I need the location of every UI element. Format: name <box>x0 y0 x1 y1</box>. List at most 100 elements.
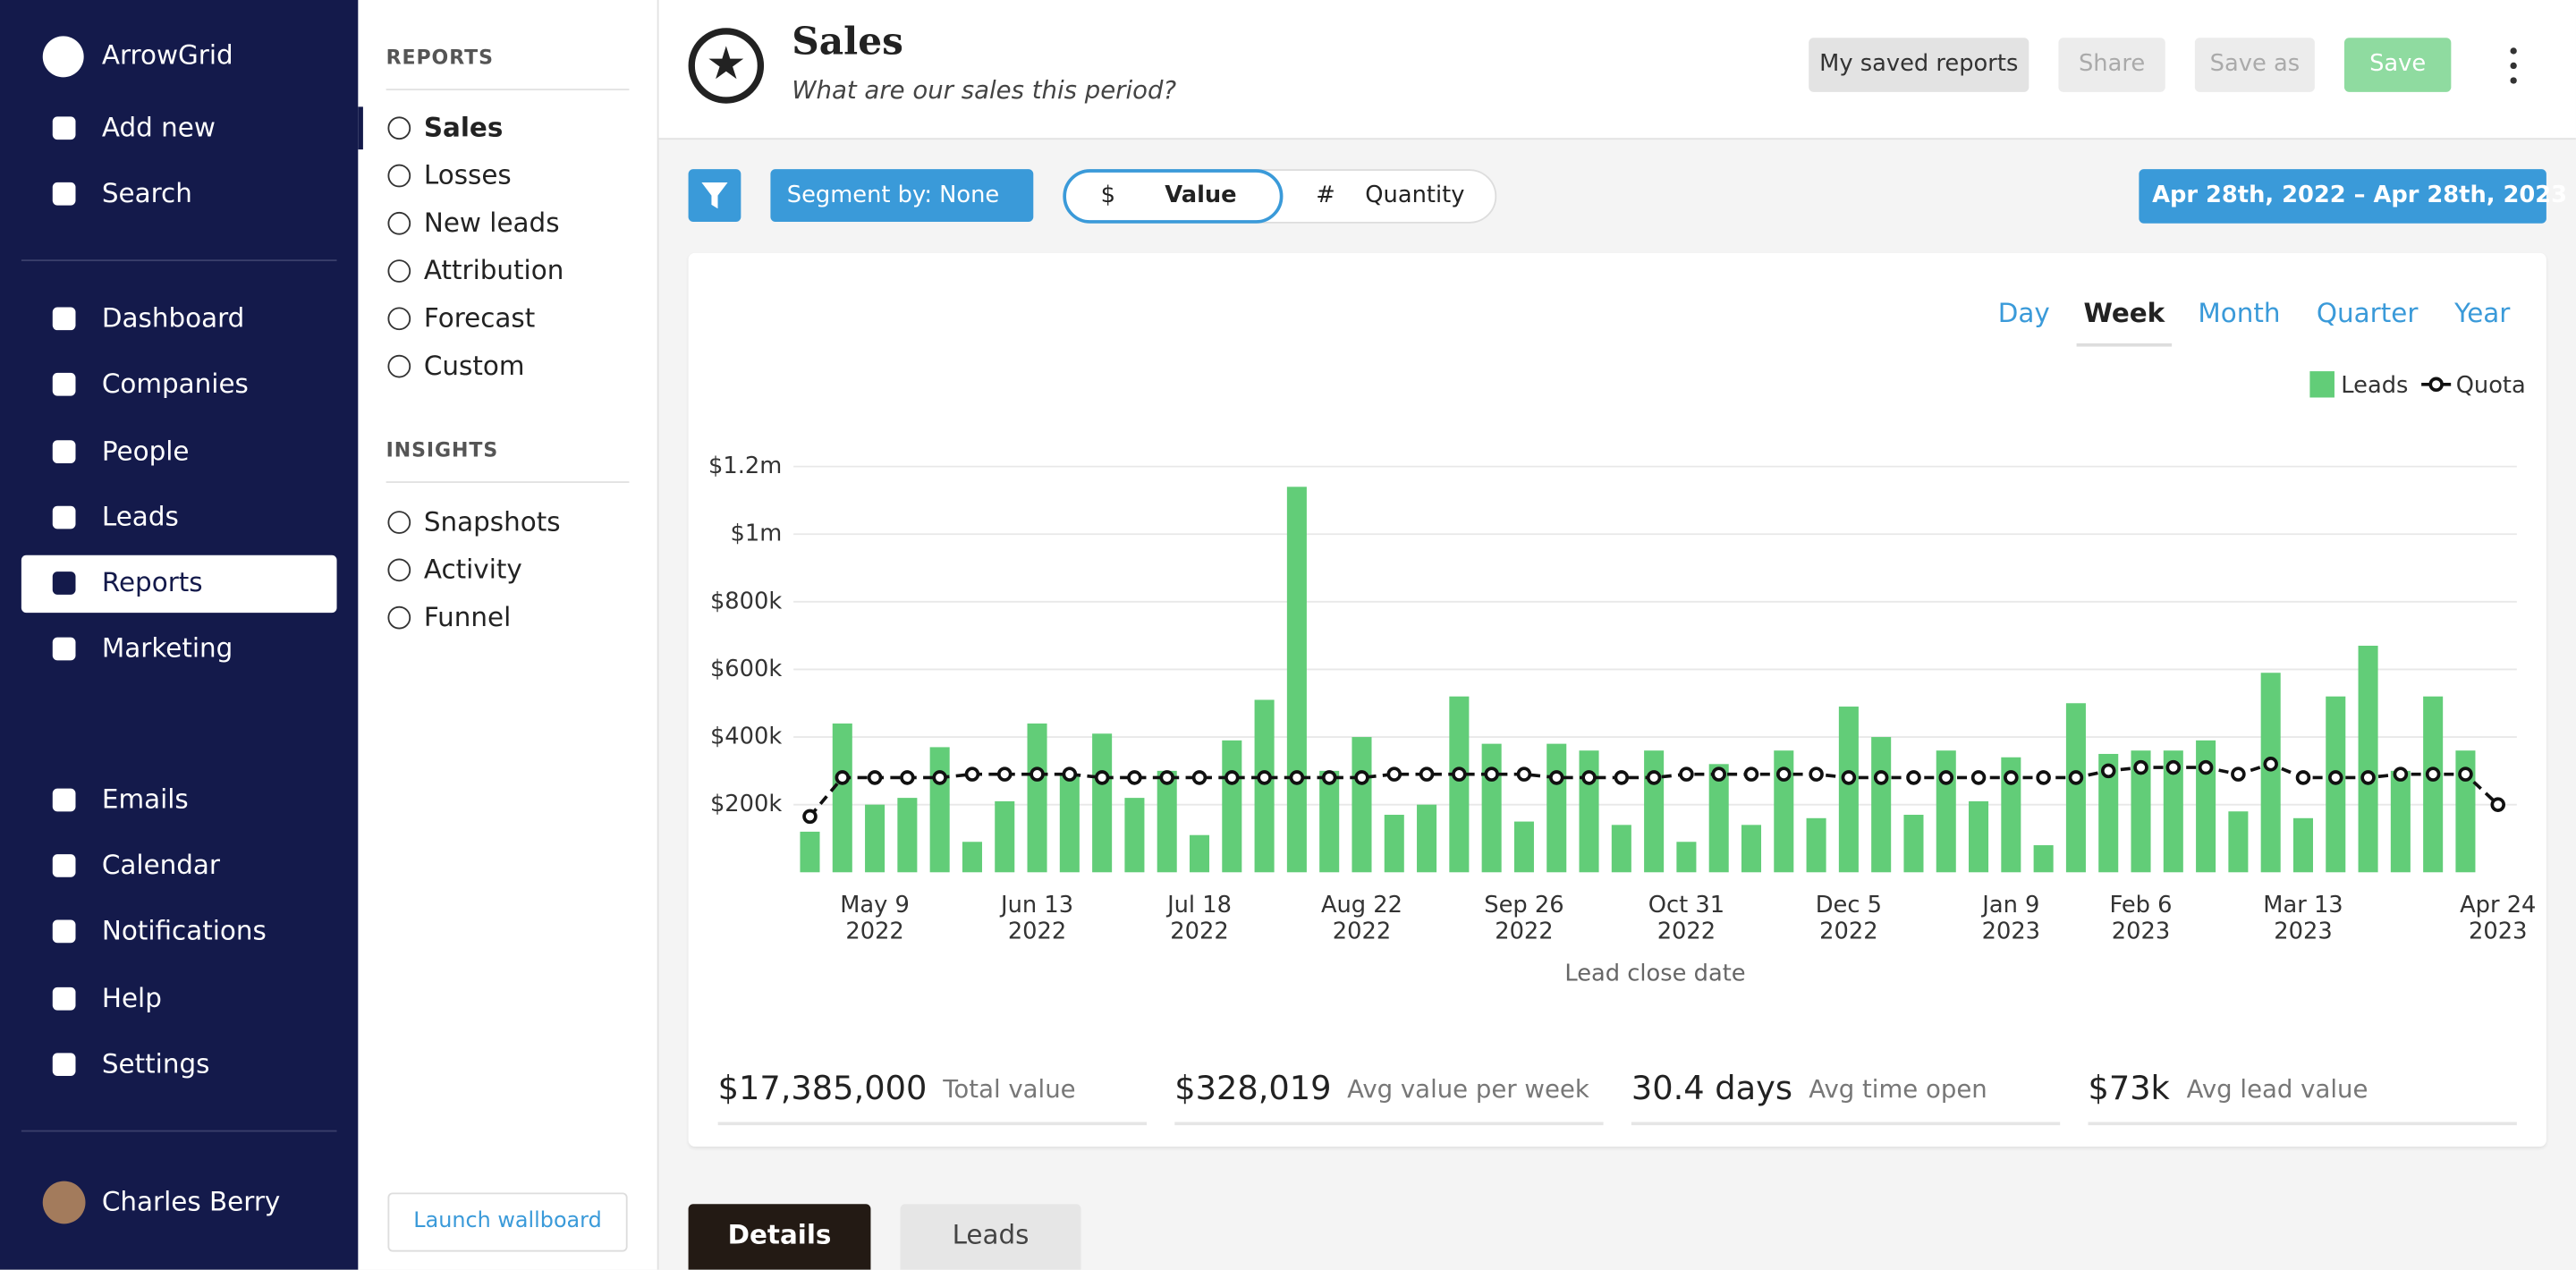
toggle-symbol[interactable]: # <box>1316 182 1335 209</box>
bar <box>1579 750 1599 873</box>
bar <box>1644 750 1665 873</box>
nav-item[interactable]: Add new <box>101 111 216 143</box>
bar <box>2455 750 2476 873</box>
quota-point <box>1938 770 1954 785</box>
x-axis-title: Lead close date <box>1564 961 1745 987</box>
quota-point <box>2133 759 2148 775</box>
nav-icon <box>52 854 76 877</box>
quota-point <box>2036 770 2051 785</box>
nav-item[interactable]: Dashboard <box>101 301 245 334</box>
tab[interactable]: Leads <box>900 1204 1081 1270</box>
nav-item[interactable]: Emails <box>101 783 189 816</box>
nav-icon <box>52 1053 76 1077</box>
nav-item[interactable]: Companies <box>101 368 249 400</box>
toggle-label[interactable]: Quantity <box>1365 182 1465 209</box>
date-range[interactable]: Apr 28th, 2022 – Apr 28th, 2023 <box>2139 169 2567 224</box>
bar <box>2033 845 2054 873</box>
period-tab[interactable]: Day <box>1997 297 2050 329</box>
period-tab[interactable]: Quarter <box>2316 297 2419 329</box>
bar <box>2131 750 2151 873</box>
subnav-item[interactable]: Sales <box>423 111 504 143</box>
period-tab[interactable]: Year <box>2454 297 2511 329</box>
y-tick-label: $400k <box>710 724 782 750</box>
subnav-item[interactable]: New leads <box>423 207 560 239</box>
nav-icon <box>52 572 76 595</box>
quota-point <box>996 766 1013 782</box>
quota-point <box>2295 770 2311 785</box>
subnav-item[interactable]: Activity <box>423 553 522 585</box>
subnav-icon <box>387 605 411 630</box>
nav-item[interactable]: Calendar <box>101 849 221 881</box>
bar <box>832 723 852 873</box>
bar <box>1871 737 1892 873</box>
quota-point <box>1062 766 1078 782</box>
quota-point <box>2100 763 2116 779</box>
quota-point <box>1614 770 1630 785</box>
bar <box>2001 757 2021 873</box>
bar <box>1384 815 1404 873</box>
subnav-icon <box>387 307 411 331</box>
period-tab[interactable]: Month <box>2198 297 2281 329</box>
stat-rule <box>717 1122 1148 1126</box>
bar <box>800 831 820 873</box>
quota-point <box>1289 770 1305 785</box>
quota-point <box>1094 770 1110 785</box>
nav-icon <box>52 307 76 331</box>
bar <box>1254 699 1275 873</box>
x-tick-label: Mar 13 2023 <box>2263 892 2343 944</box>
subnav-item[interactable]: Forecast <box>423 301 536 334</box>
header-button[interactable]: Share <box>2058 38 2165 92</box>
nav-item[interactable]: Reports <box>101 566 203 598</box>
nav-item[interactable]: Leads <box>101 501 179 533</box>
bar <box>1027 723 1047 873</box>
quota-point <box>1159 770 1174 785</box>
subnav-item[interactable]: Losses <box>423 159 512 191</box>
quota-point <box>867 770 883 785</box>
toggle-label[interactable]: Value <box>1165 182 1237 209</box>
quota-point <box>1354 770 1369 785</box>
bar <box>1286 487 1307 873</box>
y-tick-label: $200k <box>710 791 782 817</box>
legend-label: Leads <box>2341 372 2408 399</box>
quota-point <box>1809 766 1824 782</box>
separator <box>21 259 337 262</box>
period-tab[interactable]: Week <box>2083 297 2165 329</box>
subnav-item[interactable]: Custom <box>423 350 525 382</box>
nav-item[interactable]: Settings <box>101 1047 210 1080</box>
quota-point <box>2004 770 2019 785</box>
nav-item[interactable]: Search <box>101 177 192 209</box>
x-tick-label: Jul 18 2022 <box>1165 892 1232 944</box>
bar <box>995 800 1015 873</box>
subnav-item[interactable]: Funnel <box>423 601 512 633</box>
bar <box>929 747 950 873</box>
quota-point <box>1970 770 1987 785</box>
x-tick-label: Aug 22 2022 <box>1321 892 1402 944</box>
nav-item[interactable]: Notifications <box>101 915 267 946</box>
header-button[interactable]: Save as <box>2194 38 2315 92</box>
bar <box>1449 696 1470 873</box>
user-name[interactable]: Charles Berry <box>101 1186 281 1217</box>
quota-point <box>1841 770 1857 785</box>
quota-point <box>1516 766 1532 782</box>
header-button[interactable]: My saved reports <box>1809 38 2029 92</box>
legend-swatch <box>2309 371 2334 398</box>
x-tick-label: Sep 26 2022 <box>1484 892 1563 944</box>
quota-point <box>2393 766 2409 782</box>
quota-point <box>2490 797 2506 812</box>
nav-item[interactable]: Help <box>101 982 162 1014</box>
nav-icon <box>52 440 76 463</box>
nav-item[interactable]: Marketing <box>101 632 233 665</box>
bar <box>1481 743 1502 873</box>
toggle-symbol[interactable]: $ <box>1100 182 1115 209</box>
bar <box>1838 707 1859 873</box>
subnav-item[interactable]: Attribution <box>423 254 564 286</box>
nav-item[interactable]: People <box>101 435 190 467</box>
button[interactable]: Launch wallboard <box>387 1192 628 1252</box>
bar <box>897 798 918 873</box>
brand-name[interactable]: ArrowGrid <box>101 39 233 71</box>
subnav-item[interactable]: Snapshots <box>423 505 561 538</box>
tab[interactable]: Details <box>688 1204 871 1270</box>
segment-button[interactable]: Segment by: None <box>770 169 1034 222</box>
header-button[interactable]: Save <box>2343 38 2452 92</box>
quota-point <box>1127 770 1142 785</box>
